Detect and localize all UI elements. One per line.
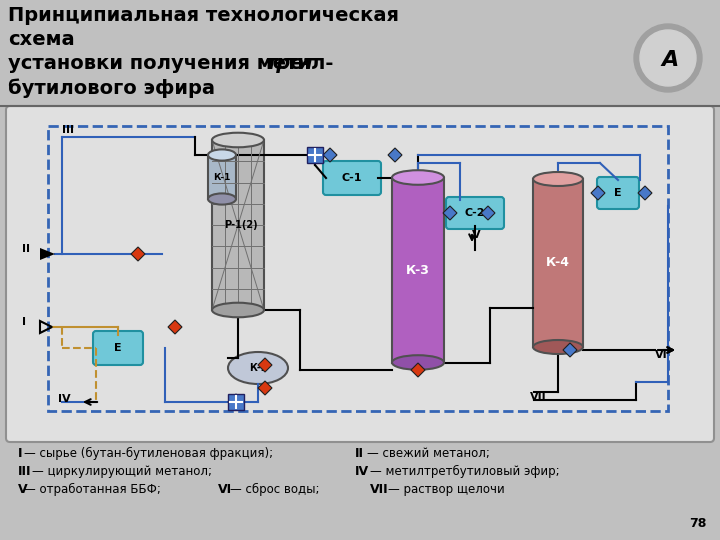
Text: II: II	[355, 447, 364, 460]
Polygon shape	[591, 186, 605, 200]
Bar	[228, 394, 244, 410]
Text: -: -	[300, 54, 308, 73]
Text: бутилового эфира: бутилового эфира	[8, 78, 215, 98]
Text: 78: 78	[688, 517, 706, 530]
Text: III: III	[18, 465, 32, 478]
Bar	[212, 140, 264, 310]
Ellipse shape	[533, 172, 583, 186]
Polygon shape	[131, 247, 145, 261]
Text: схема: схема	[8, 30, 75, 49]
Text: V: V	[472, 230, 481, 240]
FancyBboxPatch shape	[597, 177, 639, 209]
Ellipse shape	[392, 355, 444, 370]
Text: — циркулирующий метанол;: — циркулирующий метанол;	[32, 465, 212, 478]
Polygon shape	[258, 381, 272, 395]
Text: — метилтретбутиловый эфир;: — метилтретбутиловый эфир;	[370, 465, 559, 478]
Polygon shape	[443, 206, 457, 220]
Polygon shape	[258, 358, 272, 372]
Text: Р-1(2): Р-1(2)	[224, 220, 258, 230]
FancyBboxPatch shape	[446, 197, 504, 229]
Text: трет: трет	[265, 54, 315, 73]
Text: Е: Е	[114, 343, 122, 353]
Bar	[208, 155, 236, 199]
Text: — раствор щелочи: — раствор щелочи	[388, 483, 505, 496]
Ellipse shape	[228, 352, 288, 384]
Circle shape	[640, 30, 696, 86]
Text: Е: Е	[614, 188, 622, 198]
Text: II: II	[22, 244, 30, 254]
Polygon shape	[563, 343, 577, 357]
FancyBboxPatch shape	[93, 331, 143, 365]
Polygon shape	[481, 206, 495, 220]
Bar	[392, 178, 444, 362]
Ellipse shape	[212, 303, 264, 318]
Text: — свежий метанол;: — свежий метанол;	[367, 447, 490, 460]
Text: — отработанная ББФ;: — отработанная ББФ;	[24, 483, 161, 496]
Text: С-1: С-1	[342, 173, 362, 183]
FancyBboxPatch shape	[323, 161, 381, 195]
FancyBboxPatch shape	[6, 106, 714, 442]
Text: VI: VI	[218, 483, 232, 496]
Text: С-2: С-2	[464, 208, 485, 218]
Text: — сырье (бутан-бутиленовая фракция);: — сырье (бутан-бутиленовая фракция);	[24, 447, 273, 460]
Text: IV: IV	[58, 394, 71, 404]
Polygon shape	[388, 148, 402, 162]
Text: К-4: К-4	[546, 256, 570, 269]
Text: VII: VII	[530, 392, 546, 402]
Text: A: A	[662, 50, 679, 70]
Text: V: V	[18, 483, 27, 496]
Text: I: I	[22, 317, 26, 327]
Polygon shape	[323, 148, 337, 162]
Text: IV: IV	[355, 465, 369, 478]
Text: I: I	[18, 447, 22, 460]
Bar	[48, 126, 668, 411]
Bar	[533, 179, 583, 347]
Polygon shape	[168, 320, 182, 334]
Polygon shape	[638, 186, 652, 200]
Text: установки получения метил-: установки получения метил-	[8, 54, 333, 73]
Ellipse shape	[392, 170, 444, 185]
Polygon shape	[40, 248, 55, 260]
Bar	[307, 147, 323, 163]
Polygon shape	[228, 394, 244, 410]
Ellipse shape	[208, 150, 236, 160]
Text: VI: VI	[655, 350, 667, 360]
Text: III: III	[62, 125, 74, 135]
Text: К-2: К-2	[248, 363, 267, 373]
Text: — сброс воды;: — сброс воды;	[230, 483, 320, 496]
Ellipse shape	[212, 133, 264, 147]
Ellipse shape	[208, 193, 236, 205]
Text: Принципиальная технологическая: Принципиальная технологическая	[8, 6, 399, 25]
Text: VII: VII	[370, 483, 389, 496]
Text: К-1: К-1	[213, 172, 230, 181]
Ellipse shape	[533, 340, 583, 354]
Text: К-3: К-3	[406, 264, 430, 276]
Polygon shape	[411, 363, 425, 377]
Circle shape	[634, 24, 702, 92]
